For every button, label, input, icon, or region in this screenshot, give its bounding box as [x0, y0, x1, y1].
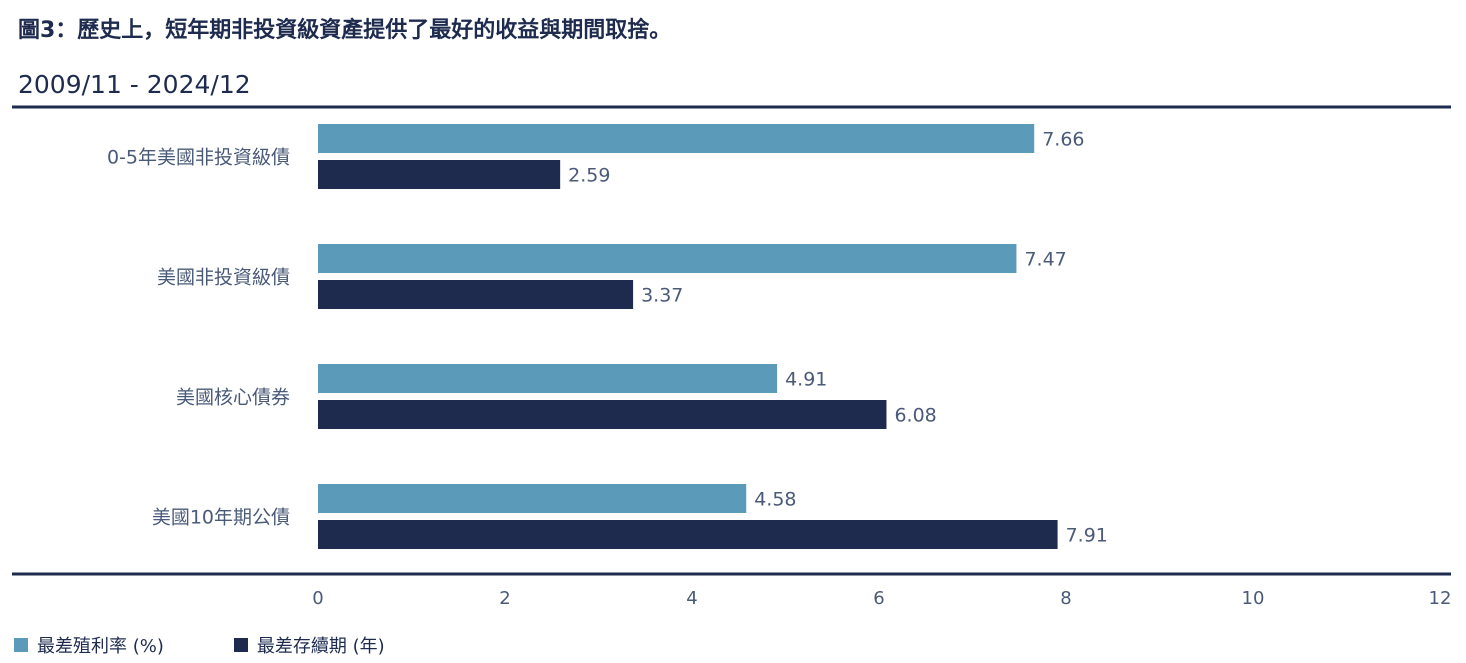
- bar-chart: 0-5年美國非投資級債 7.66 2.59 美國非投資級債 7.47 3.37 美國核心債券…: [12, 105, 1452, 609]
- data-label: 7.66: [1042, 129, 1084, 151]
- bar: [318, 520, 1058, 549]
- category-label: 美國非投資級債: [157, 267, 290, 289]
- data-label: 6.08: [894, 405, 936, 427]
- x-tick-label: 6: [873, 588, 884, 609]
- legend-item-series-2: 最差存續期 (年): [233, 632, 385, 658]
- x-tick-label: 0: [312, 588, 323, 609]
- x-tick-label: 8: [1060, 588, 1071, 609]
- bar: [318, 400, 887, 429]
- data-label: 2.59: [568, 165, 610, 187]
- bar: [318, 160, 561, 189]
- legend-swatch-series-2: [233, 638, 248, 652]
- data-label: 7.47: [1024, 249, 1066, 271]
- data-label: 7.91: [1066, 525, 1108, 547]
- legend-label-series-1: 最差殖利率 (%): [37, 636, 164, 657]
- chart-title: 圖3：歷史上，短年期非投資級資產提供了最好的收益與期間取捨。: [18, 18, 672, 43]
- legend-item-series-1: 最差殖利率 (%): [14, 632, 164, 658]
- legend-label-series-2: 最差存續期 (年): [256, 636, 385, 657]
- bar: [318, 484, 747, 513]
- legend: 最差殖利率 (%) 最差存續期 (年): [14, 632, 385, 658]
- x-tick-label: 4: [686, 588, 697, 609]
- data-label: 4.58: [754, 489, 796, 511]
- bar: [318, 280, 634, 309]
- x-tick-label: 2: [499, 588, 510, 609]
- x-tick-label: 10: [1242, 588, 1265, 609]
- bar: [318, 364, 778, 393]
- bar: [318, 124, 1035, 153]
- data-label: 4.91: [785, 369, 827, 391]
- category-label: 0-5年美國非投資級債: [107, 147, 290, 169]
- bar: [318, 244, 1017, 273]
- chart-subtitle: 2009/11 - 2024/12: [18, 70, 251, 99]
- data-label: 3.37: [641, 285, 683, 307]
- category-label: 美國10年期公債: [152, 507, 290, 529]
- category-label: 美國核心債券: [176, 387, 290, 409]
- legend-swatch-series-1: [14, 638, 28, 652]
- x-tick-label: 12: [1429, 588, 1452, 609]
